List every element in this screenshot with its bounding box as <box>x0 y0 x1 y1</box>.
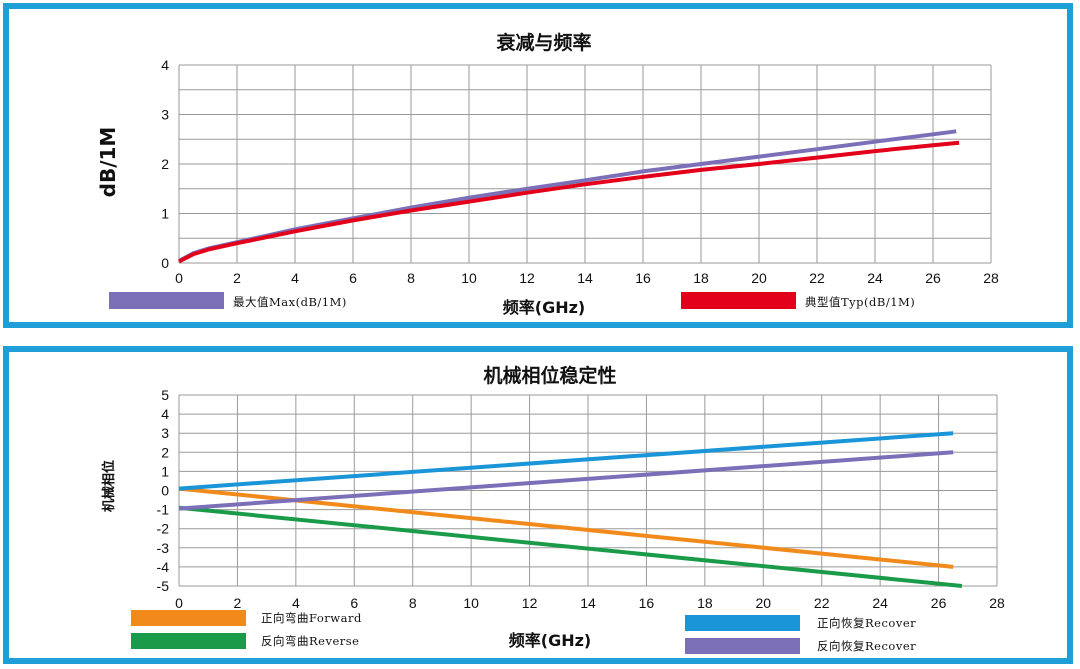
x-tick-label: 0 <box>175 595 183 611</box>
x-tick-label: 16 <box>635 270 651 286</box>
chart-title: 机械相位稳定性 <box>483 364 616 387</box>
chart-title: 衰减与频率 <box>495 31 591 54</box>
y-tick-label: 1 <box>161 463 169 479</box>
legend-swatch-reverse <box>131 633 246 649</box>
series-line-3 <box>178 431 954 491</box>
legend-label-typ: 典型值Typ(dB/1M) <box>805 295 915 309</box>
series-lines <box>178 431 963 588</box>
y-axis-label: dB/1M <box>96 127 120 198</box>
x-tick-labels: 0 2 4 6 8 10 12 14 16 18 20 22 24 26 28 <box>175 595 1005 611</box>
x-tick-label: 12 <box>519 270 535 286</box>
x-tick-label: 6 <box>350 595 358 611</box>
y-axis-label: 机械相位 <box>101 460 117 512</box>
x-tick-label: 12 <box>522 595 538 611</box>
x-tick-label: 20 <box>755 595 771 611</box>
x-tick-label: 14 <box>577 270 593 286</box>
y-tick-labels: 5 4 3 2 1 0 -1 -2 -3 -4 -5 <box>157 387 170 594</box>
y-tick-label: 0 <box>161 255 169 271</box>
y-tick-label: 5 <box>161 387 169 403</box>
x-tick-label: 8 <box>409 595 417 611</box>
legend-label-forward-recover: 正向恢复Recover <box>817 616 916 630</box>
legend-swatch-max <box>109 292 224 309</box>
series-line-2 <box>178 505 963 588</box>
x-tick-label: 24 <box>867 270 883 286</box>
x-tick-label: 20 <box>751 270 767 286</box>
x-tick-label: 24 <box>872 595 888 611</box>
series-lines <box>178 129 960 264</box>
x-tick-label: 4 <box>292 595 300 611</box>
legend-label-reverse: 反向弯曲Reverse <box>261 634 359 648</box>
x-tick-label: 18 <box>697 595 713 611</box>
x-tick-label: 0 <box>175 270 183 286</box>
legend-swatch-reverse-recover <box>685 638 800 654</box>
x-tick-label: 22 <box>809 270 825 286</box>
x-tick-label: 28 <box>983 270 999 286</box>
y-tick-label: 4 <box>161 57 169 73</box>
x-tick-label: 6 <box>349 270 357 286</box>
x-tick-labels: 0 2 4 6 8 10 12 14 16 18 20 22 24 26 28 <box>175 270 999 286</box>
x-axis-label: 频率(GHz) <box>503 298 585 317</box>
x-tick-label: 2 <box>234 595 242 611</box>
y-tick-label: -3 <box>157 540 170 556</box>
legend-label-forward: 正向弯曲Forward <box>261 611 362 625</box>
y-tick-label: 3 <box>161 425 169 441</box>
x-axis-label: 频率(GHz) <box>509 631 591 650</box>
legend-label-reverse-recover: 反向恢复Recover <box>817 639 916 653</box>
x-tick-label: 2 <box>233 270 241 286</box>
y-tick-label: -2 <box>157 521 170 537</box>
x-tick-label: 4 <box>291 270 299 286</box>
x-tick-label: 18 <box>693 270 709 286</box>
y-tick-labels: 0 1 2 3 4 <box>161 57 169 271</box>
series-line-1 <box>178 129 957 263</box>
y-tick-label: -4 <box>157 559 170 575</box>
y-tick-label: -5 <box>157 578 170 594</box>
y-tick-label: 0 <box>161 483 169 499</box>
y-tick-label: 2 <box>161 444 169 460</box>
phase-stability-chart-panel: 机械相位稳定性 5 4 3 2 1 0 -1 -2 -3 -4 -5 0 2 4 6 8 10 12 14 16 18… <box>3 346 1073 664</box>
legend-label-max: 最大值Max(dB/1M) <box>233 295 347 309</box>
y-tick-label: 1 <box>161 206 169 222</box>
x-tick-label: 26 <box>925 270 941 286</box>
legend-swatch-forward <box>131 610 246 626</box>
x-tick-label: 22 <box>814 595 830 611</box>
y-tick-label: 2 <box>161 156 169 172</box>
x-tick-label: 26 <box>931 595 947 611</box>
x-tick-label: 8 <box>407 270 415 286</box>
x-tick-label: 10 <box>461 270 477 286</box>
series-line-4 <box>178 450 954 511</box>
grid <box>178 64 992 264</box>
x-tick-label: 28 <box>989 595 1005 611</box>
y-tick-label: 4 <box>161 406 169 422</box>
legend-swatch-typ <box>681 292 796 309</box>
x-tick-label: 14 <box>580 595 596 611</box>
series-line-2 <box>178 140 960 264</box>
x-tick-label: 10 <box>463 595 479 611</box>
legend-swatch-forward-recover <box>685 615 800 631</box>
y-tick-label: 3 <box>161 107 169 123</box>
y-tick-label: -1 <box>157 502 170 518</box>
x-tick-label: 16 <box>639 595 655 611</box>
series-line-1 <box>178 486 954 569</box>
